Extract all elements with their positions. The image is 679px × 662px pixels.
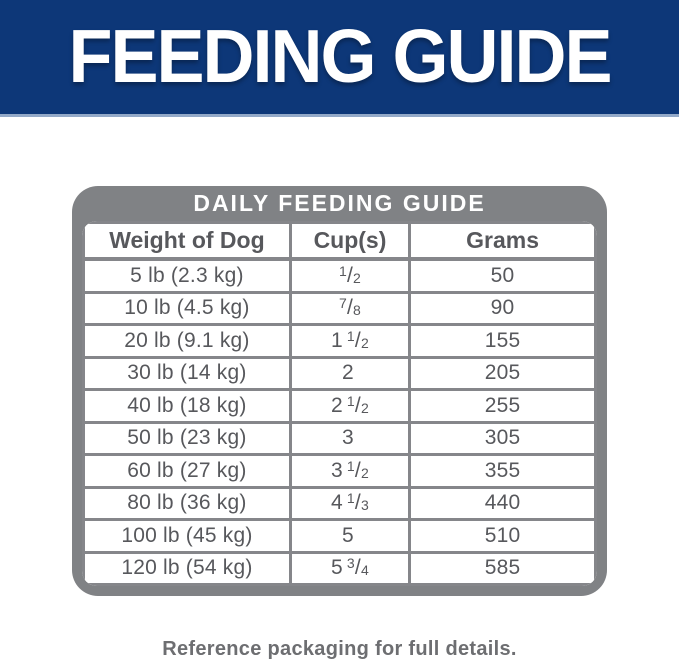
weight-cell: 50 lb (23 kg): [82, 420, 292, 456]
table-body-panel: Weight of Dog Cup(s) Grams 5 lb (2.3 kg)…: [82, 221, 597, 586]
cup-fraction: 1/2: [346, 457, 369, 482]
weight-cell: 120 lb (54 kg): [82, 550, 292, 586]
column-header-cups: Cup(s): [288, 221, 412, 261]
cups-cell: 1/2: [288, 257, 412, 294]
grams-cell: 585: [408, 550, 597, 586]
weight-cell: 20 lb (9.1 kg): [82, 323, 292, 359]
table-header-row: Weight of Dog Cup(s) Grams: [82, 221, 597, 261]
fraction-numerator: 1: [346, 457, 355, 474]
grams-cell: 90: [408, 290, 597, 326]
fraction-denominator: 2: [360, 464, 369, 481]
column-header-grams: Grams: [408, 221, 597, 261]
cups-cell: 5 3/4: [288, 550, 412, 586]
fraction-slash: /: [346, 263, 353, 287]
weight-cell: 5 lb (2.3 kg): [82, 257, 292, 294]
table-row: 5 lb (2.3 kg) 1/2 50: [82, 257, 597, 294]
cup-fraction: 7/8: [338, 295, 361, 320]
cups-cell: 3/: [288, 420, 412, 456]
grams-cell: 205: [408, 355, 597, 391]
cups-cell: 7/8: [288, 290, 412, 326]
cup-fraction: 1/2: [346, 392, 369, 417]
cup-whole: 2: [331, 393, 343, 417]
cup-whole: 1: [331, 328, 343, 352]
cup-fraction: 3/4: [346, 555, 369, 580]
fraction-numerator: 7: [338, 295, 347, 312]
fraction-numerator: 1: [346, 490, 355, 507]
weight-cell: 10 lb (4.5 kg): [82, 290, 292, 326]
fraction-denominator: 2: [353, 269, 361, 286]
grams-cell: 305: [408, 420, 597, 456]
cup-fraction: 1/2: [346, 327, 369, 352]
grams-cell: 50: [408, 257, 597, 294]
weight-cell: 30 lb (14 kg): [82, 355, 292, 391]
fraction-denominator: 2: [360, 399, 369, 416]
fraction-slash: /: [354, 328, 361, 352]
footer-note: Reference packaging for full details.: [162, 638, 517, 660]
weight-cell: 80 lb (36 kg): [82, 485, 292, 521]
fraction-denominator: 3: [360, 497, 369, 514]
fraction-denominator: 4: [360, 562, 369, 579]
fraction-slash: /: [346, 296, 353, 320]
cups-cell: 3 1/2: [288, 453, 412, 489]
column-header-weight: Weight of Dog: [82, 221, 292, 261]
fraction-numerator: 1: [346, 392, 355, 409]
cups-cell: 2 1/2: [288, 388, 412, 424]
fraction-slash: /: [354, 556, 361, 580]
grams-cell: 440: [408, 485, 597, 521]
banner-title: FEEDING GUIDE: [68, 15, 612, 99]
table-row: 60 lb (27 kg) 3 1/2 355: [82, 453, 597, 489]
table-row: 100 lb (45 kg) 5/ 510: [82, 518, 597, 554]
table-title: DAILY FEEDING GUIDE: [193, 190, 486, 216]
cup-whole: 5: [342, 523, 354, 547]
fraction-denominator: 8: [353, 302, 361, 319]
fraction-slash: /: [354, 393, 361, 417]
cups-cell: 2/: [288, 355, 412, 391]
grams-cell: 155: [408, 323, 597, 359]
cup-fraction: 1/2: [338, 262, 361, 287]
feeding-guide-banner: FEEDING GUIDE: [0, 0, 679, 117]
table-row: 30 lb (14 kg) 2/ 205: [82, 355, 597, 391]
fraction-numerator: 3: [346, 555, 355, 572]
fraction-denominator: 2: [360, 334, 369, 351]
table-row: 10 lb (4.5 kg) 7/8 90: [82, 290, 597, 326]
grams-cell: 255: [408, 388, 597, 424]
fraction-slash: /: [354, 458, 361, 482]
cup-fraction: 1/3: [346, 490, 369, 515]
cup-whole: 2: [342, 361, 354, 385]
cups-cell: 5/: [288, 518, 412, 554]
fraction-numerator: 1: [338, 262, 347, 279]
cups-cell: 1 1/2: [288, 323, 412, 359]
table-row: 80 lb (36 kg) 4 1/3 440: [82, 485, 597, 521]
cup-whole: 4: [331, 491, 343, 515]
table-row: 40 lb (18 kg) 2 1/2 255: [82, 388, 597, 424]
daily-feeding-guide-table: DAILY FEEDING GUIDE Weight of Dog Cup(s)…: [72, 186, 607, 596]
weight-cell: 40 lb (18 kg): [82, 388, 292, 424]
fraction-numerator: 1: [346, 327, 355, 344]
cup-whole: 5: [331, 556, 343, 580]
fraction-slash: /: [354, 491, 361, 515]
table-row: 120 lb (54 kg) 5 3/4 585: [82, 550, 597, 586]
weight-cell: 60 lb (27 kg): [82, 453, 292, 489]
grams-cell: 510: [408, 518, 597, 554]
table-row: 50 lb (23 kg) 3/ 305: [82, 420, 597, 456]
cup-whole: 3: [331, 458, 343, 482]
cup-whole: 3: [342, 426, 354, 450]
weight-cell: 100 lb (45 kg): [82, 518, 292, 554]
table-row: 20 lb (9.1 kg) 1 1/2 155: [82, 323, 597, 359]
grams-cell: 355: [408, 453, 597, 489]
cups-cell: 4 1/3: [288, 485, 412, 521]
feeding-table: Weight of Dog Cup(s) Grams 5 lb (2.3 kg)…: [82, 221, 597, 586]
